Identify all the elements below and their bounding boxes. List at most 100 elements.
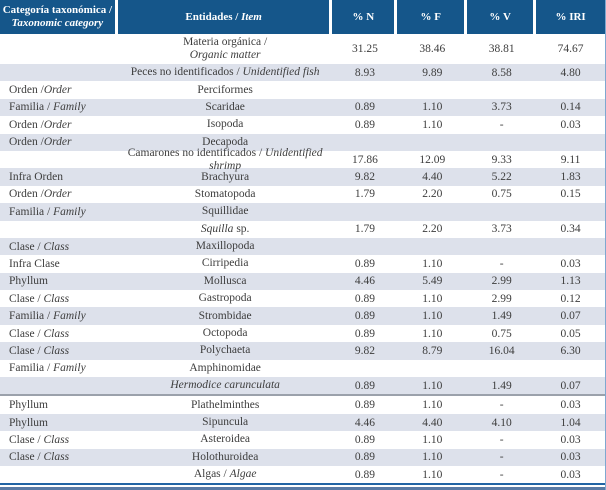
item-text: Unidentified fish (242, 66, 320, 79)
value-n: 0.89 (354, 118, 375, 131)
category-text: Familia / (9, 101, 54, 114)
table-row: Familia / Family Squillidae (0, 203, 605, 221)
item-cell: Isopoda (118, 118, 333, 131)
value-f: 4.40 (422, 171, 443, 184)
value-f: 1.10 (422, 399, 443, 412)
header-f-label: % F (420, 10, 442, 23)
value-n: 0.89 (354, 257, 375, 270)
item-text: Hermodice carunculata (170, 379, 280, 392)
category-text: Class (43, 451, 70, 464)
header-v-label: % V (489, 10, 511, 23)
value-n: 4.46 (354, 416, 375, 429)
table-row: Orden /Order Decapoda (0, 133, 605, 151)
value-f: 12.09 (419, 153, 446, 166)
item-text: Algas / (193, 468, 230, 481)
item-text: sp. (233, 222, 250, 235)
item-cell: Amphinomidae (118, 362, 333, 375)
item-text: Maxillopoda (195, 240, 255, 253)
value-iri: 0.07 (560, 310, 581, 323)
value-n: 0.89 (354, 101, 375, 114)
item-cell: Peces no identificados / Unidentified fi… (118, 66, 333, 79)
value-v: - (499, 468, 504, 481)
table-row: Infra Clase Cirripedia 0.89 1.10 - 0.03 (0, 255, 605, 273)
item-text: Mollusca (203, 274, 247, 287)
value-v: 4.10 (491, 416, 512, 429)
table-row: Orden /Order Perciformes (0, 81, 605, 99)
category-text: Family (53, 362, 86, 375)
item-cell: Scaridae (118, 101, 333, 114)
value-n: 1.79 (354, 188, 375, 201)
value-v: 38.81 (488, 43, 515, 55)
value-n: 1.79 (354, 223, 375, 236)
value-iri: 0.03 (560, 257, 581, 270)
header-category-line2: Taxonomic category (11, 17, 104, 29)
value-n: 0.89 (354, 399, 375, 412)
category-text: Infra Orden (9, 171, 63, 184)
category-text: Orden / (9, 118, 44, 131)
value-n: 0.89 (354, 468, 375, 481)
value-f: 1.10 (422, 101, 443, 114)
category-text: Class (43, 344, 70, 357)
category-text: Clase / (9, 240, 44, 253)
value-n: 0.89 (354, 292, 375, 305)
item-text: Sipuncula (202, 416, 249, 428)
value-v: 0.75 (491, 327, 512, 340)
value-f: 1.10 (422, 310, 443, 323)
column-header-percent-iri: % IRI (536, 0, 605, 34)
table-row: Clase / Class Asteroidea 0.89 1.10 - 0.0… (0, 431, 605, 449)
value-f: 9.89 (422, 66, 443, 79)
category-text: Phyllum (9, 399, 48, 412)
category-cell: Phyllum (0, 417, 118, 429)
table-row: Phyllum Sipuncula 4.46 4.40 4.10 1.04 (0, 413, 605, 432)
item-cell: Decapoda (118, 136, 333, 149)
category-cell: Clase / Class (0, 241, 118, 253)
category-text: Orden / (9, 188, 44, 201)
category-text: Clase / (9, 433, 44, 446)
value-iri: 0.03 (560, 451, 581, 464)
item-text: Perciformes (197, 83, 253, 96)
category-text: Orden / (9, 136, 44, 149)
value-iri: 0.03 (560, 399, 581, 412)
value-f: 8.79 (422, 344, 443, 357)
value-iri: 0.05 (560, 327, 581, 340)
category-cell: Orden /Order (0, 119, 118, 131)
table-row: Orden /Order Stomatopoda 1.79 2.20 0.75 … (0, 185, 605, 204)
value-iri: 0.03 (560, 433, 581, 446)
value-v: - (499, 433, 504, 446)
item-text: Unidentified shrimp (209, 146, 323, 172)
category-text: Clase / (9, 344, 44, 357)
value-v: - (499, 399, 504, 412)
value-iri: 0.15 (560, 188, 581, 201)
category-cell: Familia / Family (0, 206, 118, 218)
item-text: Peces no identificados / (130, 66, 243, 79)
value-iri: 0.34 (560, 223, 581, 236)
category-text: Phyllum (9, 416, 48, 429)
table-row: Algas / Algae 0.89 1.10 - 0.03 (0, 465, 605, 484)
item-text: Gastropoda (198, 292, 252, 305)
table-row: Infra Orden Brachyura 9.82 4.40 5.22 1.8… (0, 168, 605, 186)
category-cell: Clase / Class (0, 451, 118, 463)
table-row: Familia / Family Strombidae 0.89 1.10 1.… (0, 307, 605, 325)
value-f: 38.46 (419, 43, 446, 55)
item-text: Cirripedia (201, 257, 249, 270)
table-row: Squilla sp. 1.79 2.20 3.73 0.34 (0, 220, 605, 238)
value-n: 17.86 (351, 153, 378, 166)
item-cell: Gastropoda (118, 292, 333, 305)
value-f: 5.49 (422, 275, 443, 288)
item-text: Polychaeta (199, 344, 251, 357)
table-row: Familia / Family Scaridae 0.89 1.10 3.73… (0, 98, 605, 117)
item-text: Squilla (200, 222, 234, 235)
item-text: Squillidae (201, 205, 249, 218)
item-text: Strombidae (198, 309, 252, 322)
category-text: Order (43, 84, 72, 97)
value-v: 1.49 (491, 310, 512, 323)
value-n: 8.93 (354, 66, 375, 79)
category-text: Phyllum (9, 275, 48, 288)
value-n: 0.89 (354, 310, 375, 323)
value-iri: 1.83 (560, 171, 581, 184)
table-row: Clase / Class Polychaeta 9.82 8.79 16.04… (0, 342, 605, 360)
value-iri: 6.30 (560, 344, 581, 357)
table-row: Peces no identificados / Unidentified fi… (0, 64, 605, 82)
value-n: 0.89 (354, 379, 375, 392)
category-text: Familia / (9, 205, 54, 218)
